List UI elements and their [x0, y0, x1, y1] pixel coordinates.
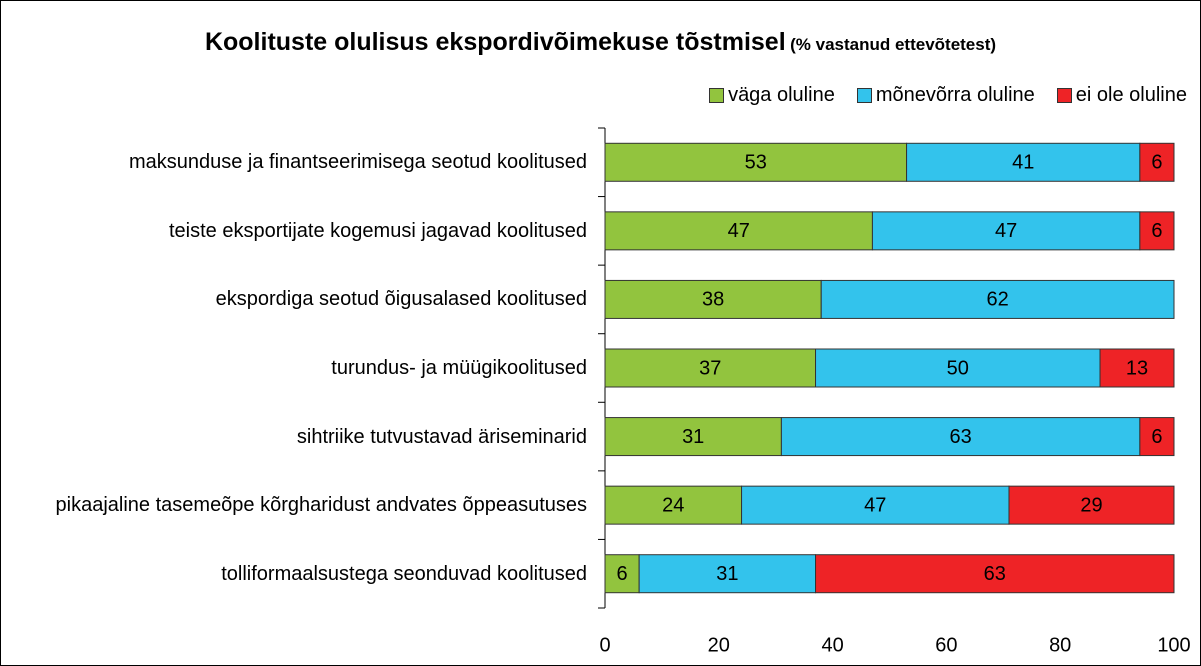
category-label: teiste eksportijate kogemusi jagavad koo…	[168, 219, 587, 242]
bar-segment	[1008, 485, 1175, 525]
bar-segment	[604, 211, 873, 251]
bar-segment	[741, 485, 1010, 525]
data-label: 6	[1151, 152, 1162, 174]
data-label: 31	[682, 426, 704, 448]
bar-segment	[871, 211, 1141, 251]
category-label: ekspordiga seotud õigusalased koolitused	[215, 288, 587, 311]
data-label: 31	[716, 563, 738, 585]
bar-segment	[604, 142, 908, 182]
bar-segment	[604, 348, 817, 388]
bar-segment	[604, 554, 640, 594]
data-label: 6	[1151, 220, 1162, 242]
bar-segment	[780, 417, 1141, 457]
bar-segment	[638, 554, 817, 594]
category-label: turundus- ja müügikoolitused	[331, 357, 587, 379]
data-label: 63	[950, 426, 972, 448]
bar-segment	[815, 348, 1101, 388]
data-label: 6	[1151, 426, 1162, 448]
category-label: tolliformaalsustega seonduvad koolitused	[221, 562, 587, 585]
legend-label: mõnevõrra oluline	[875, 84, 1035, 106]
bar-segment	[815, 554, 1175, 594]
legend-item: väga oluline	[709, 84, 835, 107]
data-label: 47	[995, 220, 1017, 242]
category-label: maksunduse ja finantseerimisega seotud k…	[128, 151, 587, 174]
data-label: 29	[1080, 494, 1102, 516]
legend-swatch	[709, 88, 725, 103]
data-label: 63	[984, 563, 1006, 585]
data-label: 50	[947, 357, 969, 379]
category-label: sihtriike tutvustavad äriseminarid	[296, 425, 587, 448]
bar-segment	[906, 142, 1141, 182]
legend-swatch	[1056, 88, 1072, 103]
x-tick-label: 100	[1157, 634, 1190, 656]
legend-label: ei ole oluline	[1075, 84, 1187, 106]
x-tick-label: 20	[708, 634, 730, 656]
legend: väga oluline mõnevõrra oluline ei ole olul…	[709, 84, 1187, 107]
x-tick-label: 40	[821, 634, 843, 656]
legend-item: ei ole oluline	[1056, 84, 1187, 107]
data-label: 53	[745, 152, 767, 174]
x-tick-label: 80	[1049, 634, 1071, 656]
chart-title: Koolituste olulisus ekspordivõimekuse tõ…	[204, 28, 786, 56]
legend-label: väga oluline	[728, 84, 835, 106]
data-label: 41	[1012, 152, 1034, 174]
x-tick-label: 60	[935, 634, 957, 656]
bar-segment	[1139, 142, 1175, 182]
data-label: 47	[864, 494, 886, 516]
title-block: Koolituste olulisus ekspordivõimekuse tõ…	[0, 28, 1201, 57]
chart-subtitle: (% vastanud ettevõtetest)	[790, 35, 997, 54]
bar-segment	[1139, 211, 1175, 251]
data-label: 37	[699, 357, 721, 379]
bar-segment	[820, 279, 1175, 319]
data-label: 62	[986, 289, 1008, 311]
category-label: pikaajaline tasemeõpe kõrgharidust andva…	[55, 494, 587, 517]
bar-segment	[1139, 417, 1175, 457]
bar-segment	[604, 485, 743, 525]
data-label: 38	[702, 289, 724, 311]
data-label: 13	[1126, 357, 1148, 379]
legend-item: mõnevõrra oluline	[856, 84, 1035, 107]
data-label: 6	[617, 563, 628, 585]
data-label: 24	[662, 494, 684, 516]
bar-segment	[1099, 348, 1175, 388]
x-tick-label: 0	[599, 634, 610, 656]
data-label: 47	[728, 220, 750, 242]
legend-swatch	[856, 88, 872, 103]
